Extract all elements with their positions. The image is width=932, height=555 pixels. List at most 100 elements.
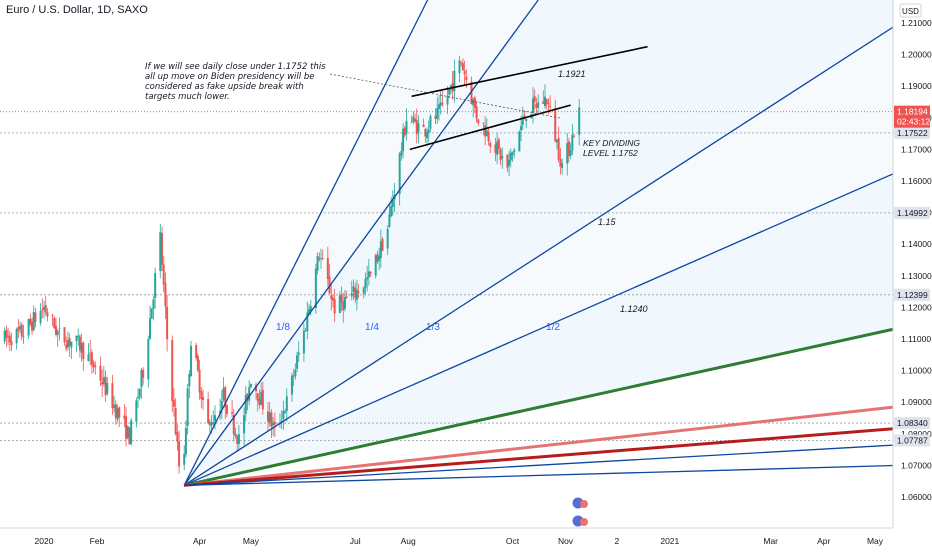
fan-ratio-label: 1/2 bbox=[546, 322, 560, 333]
fan-line[interactable] bbox=[183, 0, 539, 486]
candle-body bbox=[494, 144, 497, 154]
candle-body bbox=[43, 307, 45, 310]
candle-body bbox=[56, 330, 59, 336]
wedge-upper-line[interactable] bbox=[411, 45, 648, 98]
candle-body bbox=[533, 96, 536, 102]
event-icons[interactable] bbox=[571, 496, 588, 528]
candle-body bbox=[150, 308, 153, 319]
candle-body bbox=[282, 410, 285, 420]
candle-body bbox=[15, 329, 18, 344]
candle-body bbox=[207, 399, 210, 424]
candle-body bbox=[236, 435, 239, 444]
time-axis[interactable] bbox=[0, 528, 893, 550]
candle-body bbox=[436, 108, 439, 119]
fan-line[interactable] bbox=[183, 173, 894, 486]
candle-body bbox=[352, 286, 355, 292]
fan-line[interactable] bbox=[183, 0, 429, 486]
fan-line[interactable] bbox=[183, 327, 894, 487]
symbol-title[interactable]: Euro / U.S. Dollar, 1D, SAXO bbox=[6, 4, 148, 16]
level-price-tag[interactable] bbox=[894, 206, 930, 219]
level-price-tag-label: 1.07787 bbox=[897, 436, 928, 446]
candle-body bbox=[350, 293, 353, 297]
candle-body bbox=[472, 99, 475, 106]
fan-ratio-label: 1/3 bbox=[426, 322, 440, 333]
current-price-tag[interactable] bbox=[894, 105, 930, 128]
y-tick-label: 1.12000 bbox=[901, 302, 932, 312]
candle-body bbox=[340, 294, 343, 303]
x-tick-label: Mar bbox=[763, 536, 778, 546]
candle-body bbox=[506, 154, 509, 168]
x-tick-label: Oct bbox=[506, 536, 520, 546]
event-flag-icon[interactable] bbox=[580, 518, 588, 526]
candle-body bbox=[513, 149, 516, 152]
event-flag-icon[interactable] bbox=[580, 500, 588, 508]
candle-body bbox=[106, 383, 109, 394]
candle-body bbox=[260, 392, 263, 406]
candle-body bbox=[434, 115, 437, 119]
x-tick-label: May bbox=[867, 536, 884, 546]
candle-body bbox=[128, 427, 131, 445]
candle-body bbox=[166, 306, 169, 340]
y-tick-label: 1.17000 bbox=[901, 144, 932, 154]
fan-line[interactable] bbox=[184, 444, 894, 486]
candle-body bbox=[554, 107, 557, 142]
key-level-label: KEY DIVIDING LEVEL 1.1752 bbox=[583, 138, 640, 158]
candle-body bbox=[75, 335, 78, 341]
candle-body bbox=[82, 342, 85, 360]
candle-body bbox=[68, 338, 71, 346]
level-price-tag[interactable] bbox=[894, 434, 930, 447]
candle-body bbox=[343, 297, 346, 309]
candle-body bbox=[113, 405, 116, 408]
candle-body bbox=[234, 433, 237, 436]
candle-body bbox=[470, 81, 473, 104]
candle-body bbox=[220, 400, 223, 409]
fan-line[interactable] bbox=[183, 26, 894, 486]
candle-body bbox=[44, 305, 47, 313]
candle-body bbox=[19, 326, 22, 329]
level-price-tag[interactable] bbox=[894, 417, 930, 430]
x-tick-label: Nov bbox=[558, 536, 574, 546]
x-tick-label: Apr bbox=[193, 536, 206, 546]
wedge-lower-line[interactable] bbox=[409, 104, 571, 151]
level-price-tag-label: 1.14992 bbox=[897, 208, 928, 218]
fan-zone-fill bbox=[184, 0, 893, 486]
candle-body bbox=[473, 97, 476, 108]
candle-body bbox=[184, 427, 187, 455]
candle-body bbox=[321, 258, 324, 260]
fan-line[interactable] bbox=[184, 464, 894, 486]
candle-body bbox=[314, 268, 317, 308]
candle-body bbox=[463, 70, 466, 75]
candle-body bbox=[256, 393, 259, 401]
candle-body bbox=[243, 415, 246, 434]
fan-line[interactable] bbox=[184, 405, 894, 487]
candle-body bbox=[152, 299, 155, 309]
candle-body bbox=[53, 318, 56, 329]
candle-body bbox=[7, 336, 10, 338]
candle-body bbox=[8, 335, 11, 343]
candle-body bbox=[200, 391, 203, 400]
candle-body bbox=[292, 375, 295, 377]
level-price-tag[interactable] bbox=[894, 126, 930, 139]
candle-body bbox=[525, 119, 528, 122]
candle-body bbox=[99, 365, 102, 381]
candle-body bbox=[376, 254, 379, 263]
x-tick-label: May bbox=[243, 536, 260, 546]
candle-body bbox=[272, 423, 275, 426]
candle-body bbox=[381, 239, 384, 251]
price-axis[interactable] bbox=[893, 0, 932, 550]
fan-line[interactable] bbox=[184, 427, 894, 487]
candle-body bbox=[520, 125, 523, 131]
x-tick-label: Aug bbox=[401, 536, 416, 546]
level-price-tag[interactable] bbox=[894, 288, 930, 301]
candle-body bbox=[559, 159, 562, 167]
candle-body bbox=[366, 277, 369, 280]
candle-body bbox=[429, 115, 432, 129]
y-tick-label: 1.09000 bbox=[901, 397, 932, 407]
candle-body bbox=[410, 121, 413, 123]
candle-body bbox=[475, 106, 478, 119]
currency-badge[interactable] bbox=[899, 3, 922, 18]
candle-body bbox=[116, 408, 119, 420]
candle-body bbox=[439, 102, 442, 106]
